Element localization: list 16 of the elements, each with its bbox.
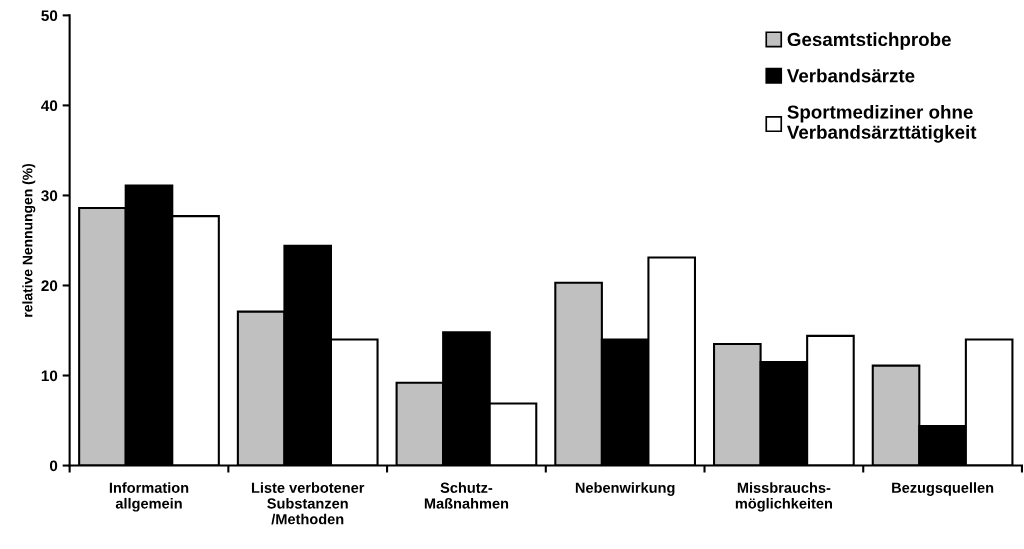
y-tick-label: 10 (41, 370, 58, 382)
legend-label: Gesamtstichprobe (787, 32, 951, 50)
legend-label: Verbandsärzte (787, 68, 915, 83)
legend-label: Sportmediziner ohne Verbandsärzttätigkeit (787, 104, 977, 143)
x-tick-label: Schutz- Maßnahmen (424, 482, 509, 509)
y-axis-title: relative Nennungen (%) (22, 163, 36, 317)
x-tick-label: Information allgemein (109, 482, 189, 512)
y-tick-label: 20 (41, 280, 58, 292)
y-tick-label: 40 (41, 100, 58, 112)
x-tick-label: Nebenwirkung (575, 482, 675, 496)
y-tick-label: 50 (41, 10, 58, 22)
x-tick-label: Bezugsquellen (892, 482, 994, 496)
y-tick-label: 0 (49, 460, 58, 472)
x-tick-label: Missbrauchs- möglichkeiten (735, 482, 832, 512)
x-tick-label: Liste verbotener Substanzen /Methoden (251, 482, 365, 525)
y-tick-label: 30 (41, 190, 58, 202)
